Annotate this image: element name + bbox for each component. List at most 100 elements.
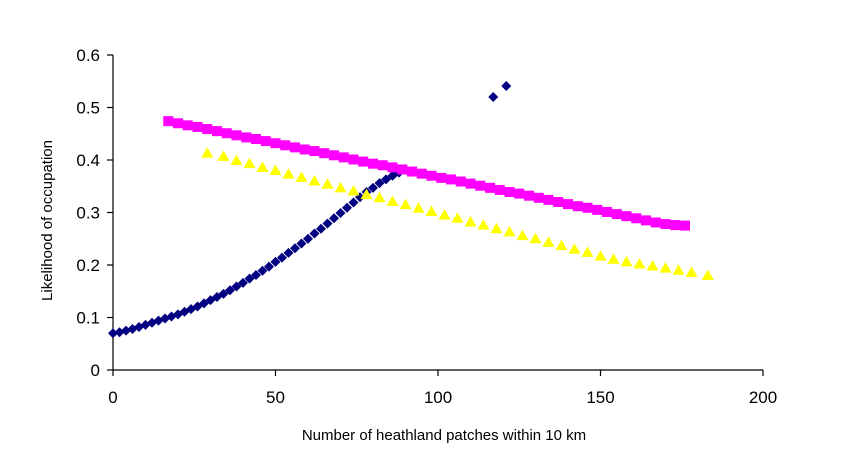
- square-point: [348, 154, 359, 165]
- square-point: [602, 206, 612, 217]
- y-tick-label: 0.1: [76, 309, 100, 328]
- diamond-point: [108, 328, 118, 339]
- diamond-point: [322, 218, 333, 229]
- diamond-point: [316, 223, 326, 234]
- square-point: [358, 156, 369, 167]
- square-point: [670, 220, 681, 231]
- square-point: [641, 215, 651, 226]
- triangle-point: [412, 202, 425, 213]
- y-axis-ticks: 0 0.1 0.2 0.3 0.4 0.5 0.6: [76, 46, 113, 380]
- triangle-point: [201, 147, 214, 158]
- diamond-point: [244, 273, 255, 284]
- triangle-point: [620, 255, 633, 267]
- diamond-point: [303, 233, 313, 244]
- square-point: [251, 134, 261, 144]
- square-point: [592, 204, 603, 215]
- diamond-point: [231, 281, 242, 292]
- diamond-point: [309, 228, 320, 239]
- square-point: [368, 158, 378, 169]
- x-tick-label: 50: [266, 388, 285, 407]
- x-tick-label: 150: [586, 388, 614, 407]
- diamond-point: [335, 208, 346, 219]
- diamond-point: [218, 288, 229, 299]
- square-point: [319, 148, 330, 159]
- triangle-point: [282, 168, 295, 179]
- triangle-point: [594, 250, 607, 261]
- square-point: [338, 152, 349, 163]
- y-axis-title: Likelihood of occupation: [39, 140, 56, 301]
- square-point: [241, 132, 252, 143]
- triangle-point: [217, 150, 230, 161]
- square-point: [436, 172, 447, 183]
- square-point: [611, 209, 622, 220]
- square-point: [563, 199, 573, 210]
- square-point: [485, 182, 495, 193]
- triangle-point: [360, 188, 373, 200]
- y-tick-label: 0.4: [76, 151, 100, 170]
- square-point: [260, 136, 271, 147]
- triangle-point: [425, 205, 438, 216]
- square-point: [309, 146, 320, 157]
- x-axis-title: Number of heathland patches within 10 km: [302, 427, 586, 444]
- triangle-point: [438, 209, 451, 220]
- square-point: [514, 188, 525, 199]
- diamond-point: [257, 265, 268, 276]
- square-point: [212, 126, 222, 137]
- triangle-point: [542, 236, 555, 247]
- square-point: [231, 130, 242, 141]
- triangle-point: [256, 161, 269, 172]
- triangle-point: [490, 222, 503, 234]
- triangle-point: [659, 262, 672, 273]
- triangle-point: [451, 212, 464, 223]
- square-point: [524, 190, 534, 201]
- square-point: [173, 118, 183, 129]
- diamond-point: [225, 285, 235, 296]
- diamond-point: [251, 269, 261, 280]
- square-point: [202, 124, 213, 135]
- triangle-point: [503, 225, 516, 237]
- square-point: [504, 187, 515, 198]
- triangle-point: [295, 171, 308, 182]
- square-point: [572, 201, 583, 212]
- square-point: [182, 120, 193, 131]
- y-tick-label: 0: [91, 361, 100, 380]
- diamond-point: [342, 202, 352, 213]
- diamond-point: [329, 213, 339, 224]
- square-point: [455, 176, 466, 187]
- square-point: [377, 160, 388, 171]
- triangle-point: [373, 191, 386, 203]
- square-point: [631, 213, 642, 224]
- square-point: [621, 211, 632, 222]
- square-point: [329, 150, 339, 161]
- diamond-point: [488, 92, 499, 102]
- diamond-point: [270, 256, 281, 267]
- square-point: [680, 220, 690, 231]
- triangle-point: [555, 239, 568, 251]
- square-point: [299, 144, 310, 155]
- triangle-point: [633, 257, 646, 269]
- diamond-point: [277, 252, 287, 263]
- triangle-point: [672, 264, 685, 275]
- square-point: [416, 168, 427, 179]
- x-axis-ticks: 0 50 100 150 200: [108, 370, 777, 407]
- diamond-point: [501, 80, 512, 91]
- square-point: [660, 219, 671, 230]
- triangle-point: [399, 198, 412, 210]
- data-marks: [108, 80, 714, 339]
- triangle-point: [701, 269, 714, 280]
- triangle-point: [308, 175, 321, 186]
- triangle-point: [568, 243, 581, 254]
- triangle-point: [646, 260, 659, 271]
- x-tick-label: 100: [424, 388, 452, 407]
- square-point: [650, 217, 661, 228]
- y-tick-label: 0.5: [76, 99, 100, 118]
- square-point: [270, 138, 281, 149]
- x-tick-label: 0: [108, 388, 117, 407]
- triangle-point: [230, 154, 243, 166]
- triangle-point: [685, 266, 698, 277]
- diamond-point: [290, 243, 300, 254]
- triangle-point: [516, 229, 529, 241]
- square-point: [475, 180, 486, 191]
- triangle-point: [386, 195, 399, 206]
